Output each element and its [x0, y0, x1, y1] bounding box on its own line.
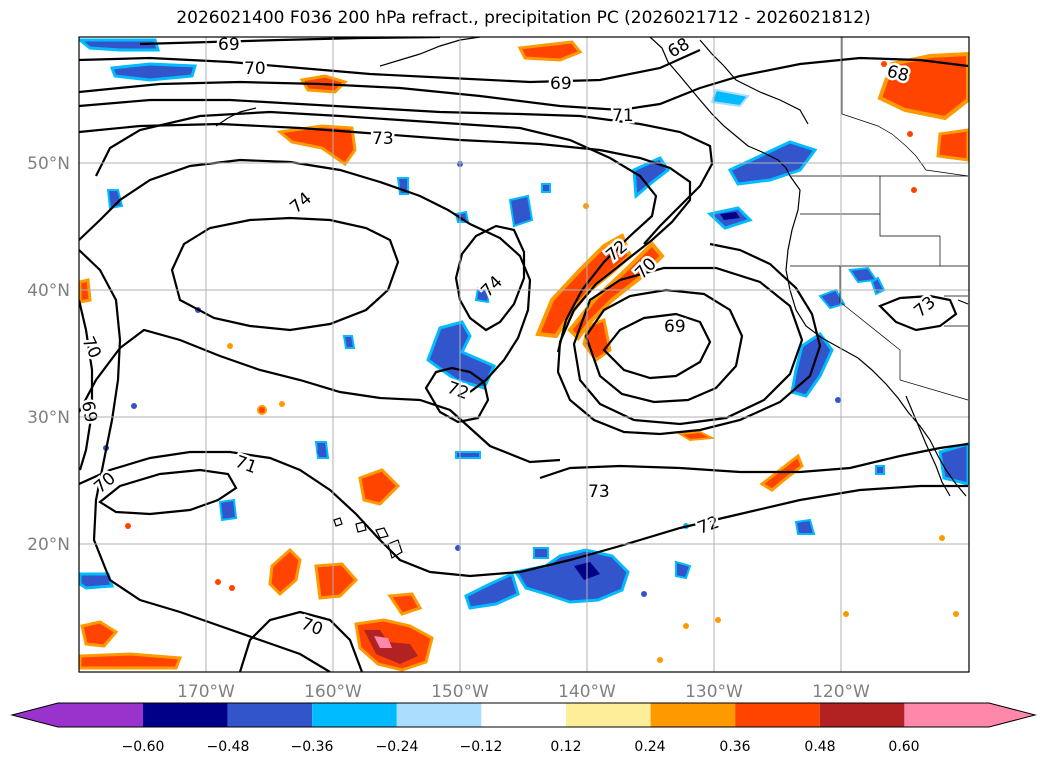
lon-label: 130°W: [685, 682, 743, 702]
colorbar-segment: [819, 703, 905, 727]
colorbar: [10, 702, 1037, 728]
colorbar-tick: 0.48: [804, 739, 835, 755]
lon-label: 160°W: [304, 682, 362, 702]
colorbar-tick: −0.48: [207, 739, 250, 755]
latitude-labels: 50°N 40°N 30°N 20°N: [27, 154, 70, 555]
colorbar-tick: −0.60: [122, 739, 165, 755]
contour-label: 70: [244, 59, 266, 79]
colorbar-tick: 0.12: [550, 739, 581, 755]
map-frame: [78, 36, 970, 673]
precipitation-fill: [79, 38, 969, 672]
colorbar-tick: −0.12: [460, 739, 503, 755]
lon-label: 140°W: [558, 682, 616, 702]
colorbar-segment: [481, 703, 566, 727]
colorbar-segment: [143, 703, 228, 727]
gridlines: [79, 37, 969, 672]
contour-label: 69: [664, 317, 686, 337]
colorbar-tick: 0.36: [719, 739, 750, 755]
colorbar-segment: [227, 703, 313, 727]
longitude-labels: 170°W 160°W 150°W 140°W 130°W 120°W: [177, 682, 870, 702]
contour-label: 69: [77, 399, 100, 424]
colorbar-tick: −0.24: [376, 739, 419, 755]
lon-label: 150°W: [431, 682, 489, 702]
lon-label: 170°W: [177, 682, 235, 702]
colorbar-tick: 0.24: [634, 739, 665, 755]
colorbar-ticks: −0.60 −0.48 −0.36 −0.24 −0.12 0.12 0.24 …: [122, 739, 920, 755]
colorbar-segment: [735, 703, 820, 727]
contour-label: 71: [612, 106, 634, 126]
lat-label: 40°N: [27, 281, 70, 301]
contour-label: 69: [550, 74, 572, 94]
lat-label: 20°N: [27, 535, 70, 555]
coastlines: [215, 37, 969, 559]
lat-label: 30°N: [27, 408, 70, 428]
contour-label: 73: [372, 129, 394, 149]
lon-label: 120°W: [812, 682, 870, 702]
refractivity-contours: [79, 37, 969, 672]
colorbar-segment: [396, 703, 482, 727]
colorbar-tick: 0.60: [888, 739, 919, 755]
colorbar-tick: −0.36: [291, 739, 334, 755]
contour-label: 69: [218, 35, 240, 55]
map-area: 69 70 68 69 68 71 73 74 72 74 70 69 70 6…: [77, 35, 969, 672]
chart-title: 2026021400 F036 200 hPa refract., precip…: [176, 8, 871, 28]
colorbar-outline: [10, 702, 1037, 728]
colorbar-segment: [312, 703, 397, 727]
colorbar-segment: [12, 703, 143, 727]
colorbar-segment: [650, 703, 736, 727]
contour-label: 73: [588, 482, 610, 502]
political-borders: [790, 37, 969, 401]
lat-label: 50°N: [27, 154, 70, 174]
colorbar-segment: [566, 703, 651, 727]
colorbar-segment: [904, 703, 1035, 727]
